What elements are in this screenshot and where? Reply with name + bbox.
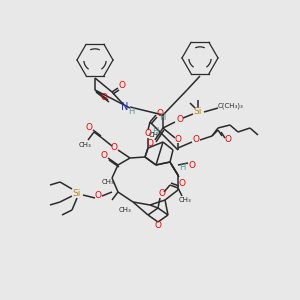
Text: O: O bbox=[224, 136, 232, 145]
Text: C(CH₃)₃: C(CH₃)₃ bbox=[217, 103, 243, 109]
Text: O: O bbox=[110, 143, 118, 152]
Text: H: H bbox=[179, 164, 185, 172]
Text: Si: Si bbox=[194, 107, 202, 116]
Text: CH₃: CH₃ bbox=[178, 197, 191, 203]
Text: O: O bbox=[178, 178, 185, 188]
Text: O: O bbox=[158, 190, 166, 199]
Text: H: H bbox=[152, 128, 158, 136]
Text: O: O bbox=[154, 220, 161, 230]
Text: O: O bbox=[94, 191, 101, 200]
Text: CH₃: CH₃ bbox=[79, 142, 92, 148]
Text: O: O bbox=[145, 128, 152, 137]
Text: O: O bbox=[175, 136, 182, 145]
Text: N: N bbox=[121, 102, 129, 112]
Text: H: H bbox=[159, 113, 165, 122]
Text: O: O bbox=[188, 160, 196, 169]
Text: O: O bbox=[193, 136, 200, 145]
Text: O: O bbox=[85, 124, 92, 133]
Text: CH₃: CH₃ bbox=[118, 207, 131, 213]
Text: H: H bbox=[128, 106, 134, 116]
Text: O: O bbox=[146, 139, 154, 148]
Text: CH₃: CH₃ bbox=[148, 132, 161, 138]
Text: CH₃: CH₃ bbox=[102, 179, 114, 185]
Text: O: O bbox=[100, 92, 107, 101]
Text: Si: Si bbox=[73, 188, 81, 197]
Text: O: O bbox=[118, 82, 125, 91]
Text: O: O bbox=[157, 109, 164, 118]
Text: O: O bbox=[176, 116, 184, 124]
Text: O: O bbox=[100, 151, 107, 160]
